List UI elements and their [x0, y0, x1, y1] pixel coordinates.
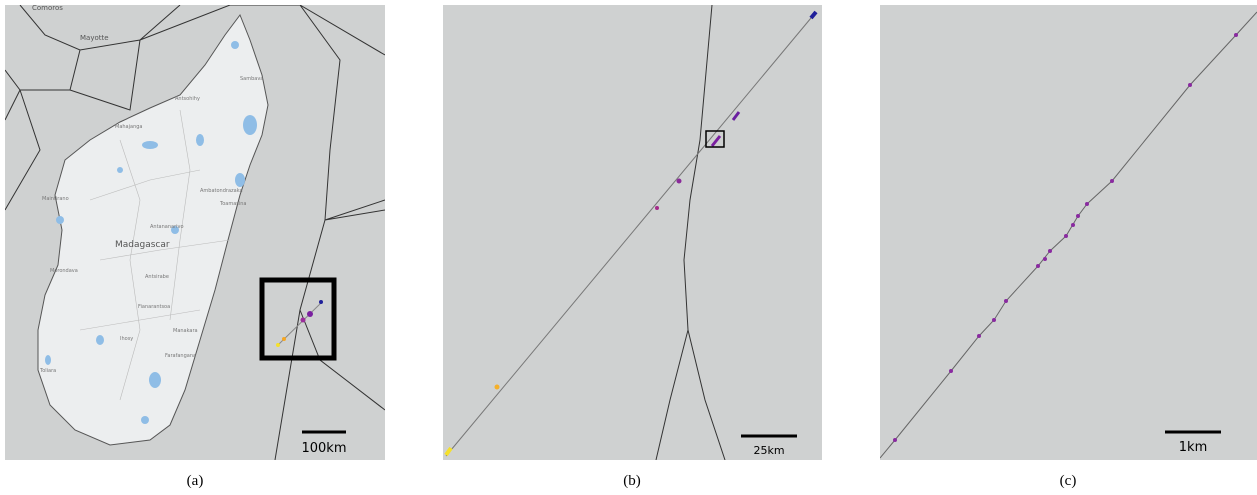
point — [809, 10, 818, 20]
panel-b: 25km — [443, 5, 822, 460]
city-label: Morondava — [50, 268, 78, 274]
city-label: Farafangana — [165, 353, 196, 359]
caption: (b) — [623, 473, 641, 489]
city-label: Mahajanga — [115, 124, 142, 130]
city-label: Ambatondrazaka — [200, 188, 243, 194]
country-label: Madagascar — [115, 240, 170, 250]
city-label: Ihosy — [120, 336, 133, 342]
city-label: Antsohihy — [175, 96, 200, 102]
points — [893, 33, 1238, 442]
point — [444, 446, 453, 457]
point — [676, 178, 682, 184]
scale-label: 1km — [1179, 440, 1207, 455]
province-lines — [79, 109, 231, 401]
lakes — [45, 41, 257, 424]
city-label: Toliara — [39, 368, 56, 374]
city-label: Antananarivo — [150, 224, 184, 230]
scale-label: 25km — [753, 444, 784, 457]
point — [276, 343, 280, 347]
zoom-box — [259, 277, 337, 361]
city-label: Antsirabe — [145, 274, 169, 280]
track — [445, 11, 817, 457]
point — [655, 206, 659, 210]
caption: (c) — [1060, 473, 1077, 489]
point — [319, 300, 323, 304]
city-label: Fianarantsoa — [138, 304, 170, 310]
city-label: Toamasina — [219, 201, 247, 207]
point — [307, 311, 313, 317]
city-label: Maintirano — [42, 196, 69, 202]
panel-a: Comoros Mayotte Madagascar Mahajanga Ant… — [5, 4, 385, 460]
city-label: Manakara — [173, 328, 198, 334]
point — [710, 135, 722, 147]
madagascar-island — [37, 13, 269, 446]
point — [494, 384, 500, 390]
scale-label: 100km — [301, 441, 346, 456]
eez-border — [655, 5, 726, 460]
panel-c: 1km — [880, 5, 1257, 460]
point — [731, 111, 741, 121]
point — [300, 317, 306, 323]
zoom-box — [705, 130, 725, 148]
point — [282, 337, 286, 341]
caption: (a) — [187, 473, 204, 489]
island-label: Comoros — [32, 4, 63, 12]
city-label: Sambava — [240, 76, 263, 82]
island-label: Mayotte — [80, 34, 109, 42]
